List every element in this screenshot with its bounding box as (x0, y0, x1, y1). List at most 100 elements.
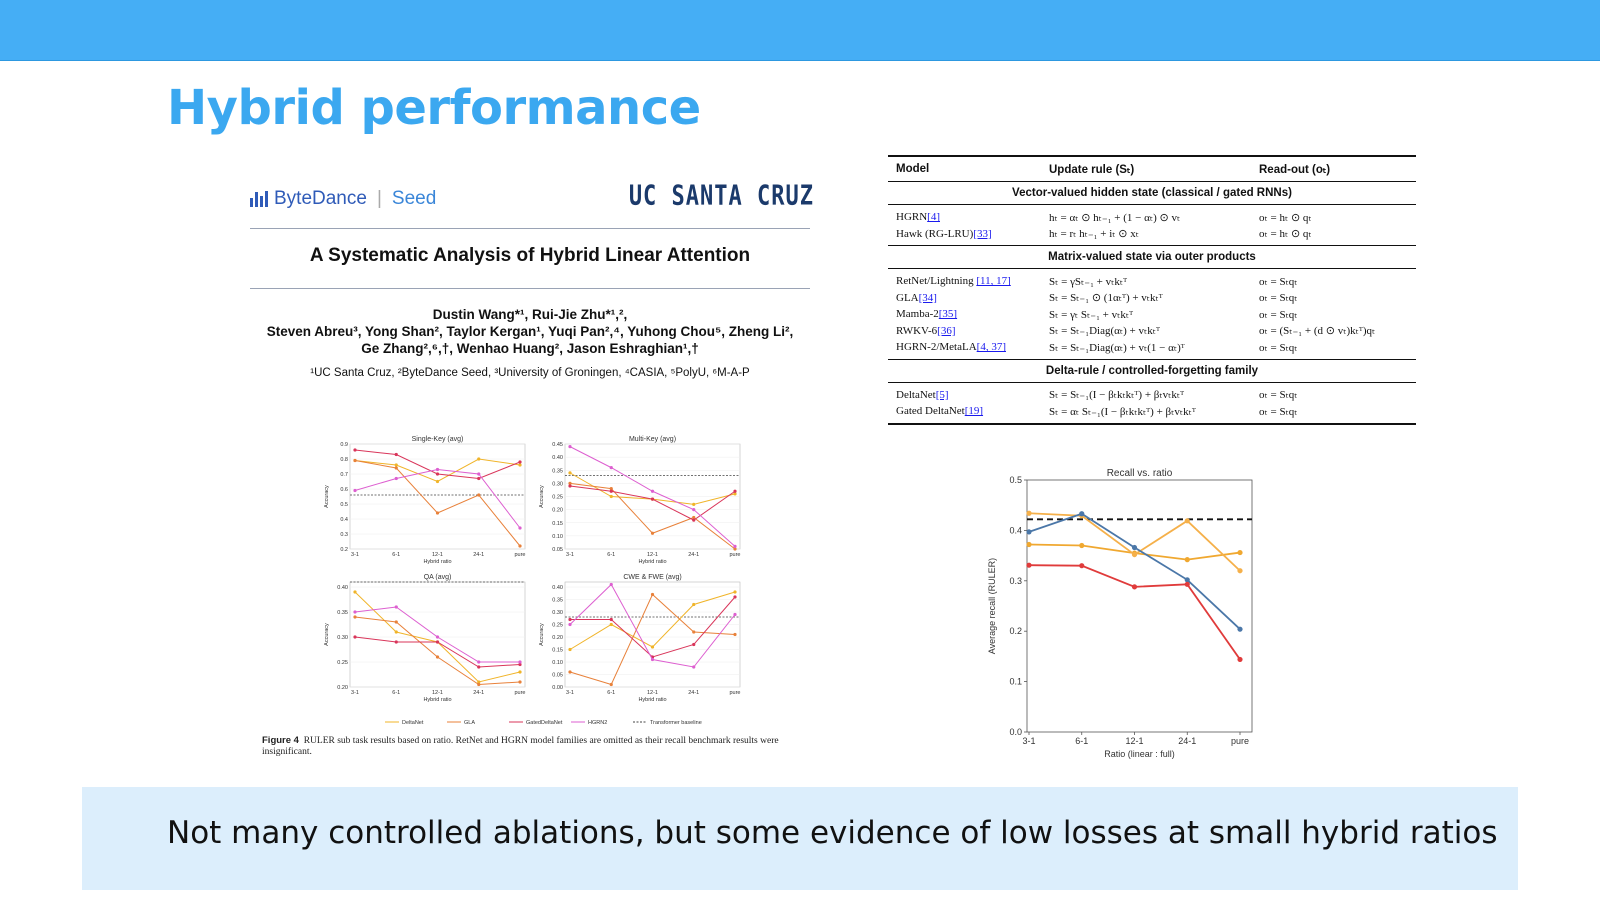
data-point (1026, 562, 1032, 568)
model-name: Mamba-2 (896, 308, 939, 321)
caption-text: RULER sub task results based on ratio. R… (262, 736, 779, 757)
data-point (1026, 510, 1032, 516)
data-point (568, 445, 572, 449)
data-point (692, 518, 696, 522)
data-point (609, 622, 613, 627)
y-tick-label: 0.30 (552, 481, 563, 487)
data-point (477, 682, 481, 687)
citation-link[interactable]: [19] (964, 405, 984, 418)
data-point (733, 544, 737, 548)
data-point (568, 471, 572, 475)
data-point (394, 463, 398, 467)
data-point (518, 526, 522, 530)
paper-title: A Systematic Analysis of Hybrid Linear A… (309, 245, 751, 266)
x-axis-label: Ratio (linear : full) (1104, 749, 1175, 759)
data-point (435, 479, 440, 484)
data-point (1131, 584, 1138, 590)
x-tick-label: 24-1 (473, 690, 484, 696)
data-point (1237, 568, 1243, 574)
x-tick-label: 24-1 (1178, 736, 1196, 746)
citation-link[interactable]: [36] (937, 324, 956, 337)
citation-link[interactable]: [34] (918, 291, 937, 304)
y-tick-label: 0.30 (552, 610, 563, 616)
data-point (650, 657, 655, 662)
data-point (1131, 544, 1138, 551)
y-tick-label: 0.3 (340, 532, 348, 538)
data-point (609, 582, 613, 587)
table-header: Model Update rule (Sₜ) Read-out (oₜ) (888, 155, 1416, 182)
y-tick-label: 0.10 (552, 660, 563, 666)
subplot: Single-Key (avg) 0.9 0.8 0.7 0.6 0.5 0.4 0.3 0.2… (324, 436, 526, 565)
paper-authors: Dustin Wang*¹, Rui-Jie Zhu*¹,², Steven A… (250, 306, 810, 357)
y-tick-label: 0.10 (552, 534, 563, 540)
x-tick-label: pure (514, 690, 525, 696)
data-point (733, 489, 737, 493)
subplot-frame (349, 443, 526, 550)
y-tick-label: 0.45 (552, 442, 563, 448)
update-rule: Sₜ = Sₜ₋₁(I − βₜkₜkₜᵀ) + βₜvₜkₜᵀ (1049, 389, 1185, 402)
table-row: Gated DeltaNet[19] Sₜ = αₜ Sₜ₋₁(I − βₜkₜk… (888, 403, 1416, 420)
data-point (692, 508, 696, 512)
x-tick-label: 12-1 (647, 690, 658, 696)
data-point (435, 635, 440, 639)
data-point (435, 472, 440, 476)
figure-caption: Figure 4 RULER sub task results based on… (262, 735, 822, 758)
data-point (477, 476, 481, 481)
data-point (733, 492, 737, 496)
y-tick-label: 0.35 (337, 610, 348, 616)
subplot: QA (avg) 0.40 0.35 0.30 0.25 0.203-1 6-1 12-1 24… (324, 574, 526, 703)
x-tick-label: 12-1 (432, 552, 443, 558)
data-point (568, 622, 572, 627)
figure-4-subplots: Single-Key (avg) 0.9 0.8 0.7 0.6 0.5 0.4 0.3 0.2… (324, 436, 741, 726)
citation-link[interactable]: [4, 37] (976, 341, 1006, 354)
subplot-frame (349, 581, 526, 688)
paper-affiliations: ¹UC Santa Cruz, ²ByteDance Seed, ³Univer… (310, 367, 750, 379)
y-tick-label: 0.4 (340, 517, 348, 523)
data-point (650, 489, 655, 493)
x-tick-label: 6-1 (607, 552, 615, 558)
paper-excerpt: ByteDance | Seed UC SANTA CRUZ A Systema… (250, 170, 820, 780)
y-tick-label: 0.05 (552, 547, 563, 553)
plot-frame (1026, 479, 1253, 733)
data-point (435, 655, 440, 659)
data-point (1184, 557, 1190, 563)
x-tick-label: 3-1 (351, 552, 359, 558)
data-point (1184, 581, 1190, 587)
data-point (609, 466, 613, 470)
readout-rule: oₜ = hₜ ⊙ qₜ (1259, 228, 1312, 241)
data-point (435, 640, 440, 644)
x-tick-label: 3-1 (351, 690, 359, 696)
readout-rule: oₜ = hₜ ⊙ qₜ (1259, 211, 1312, 224)
citation-link[interactable]: [11, 17] (976, 275, 1011, 288)
recall-vs-ratio-chart: Recall vs. ratio 0.0 0.1 0.2 0.3 0.4 0.5 3-1 6-1… (987, 468, 1253, 759)
readout-rule: oₜ = Sₜqₜ (1259, 341, 1298, 354)
x-tick-label: 3-1 (1022, 736, 1035, 746)
citation-link[interactable]: [5] (935, 388, 949, 401)
data-point (609, 682, 613, 687)
citation-link[interactable]: [4] (927, 211, 940, 224)
model-name: HGRN-2/MetaLA (896, 341, 977, 354)
data-point (477, 680, 481, 684)
x-tick-label: 6-1 (392, 552, 400, 558)
data-point (733, 547, 737, 551)
y-tick-label: 0.5 (340, 502, 348, 508)
y-axis-label: Accuracy (539, 623, 545, 646)
data-point (518, 660, 522, 664)
y-tick-label: 0.15 (552, 648, 563, 654)
data-point (1184, 577, 1190, 583)
data-point (518, 670, 522, 674)
data-point (692, 502, 696, 506)
y-tick-label: 0.25 (552, 495, 563, 501)
update-rule: Sₜ = γₜ Sₜ₋₁ + vₜkₜᵀ (1049, 308, 1134, 321)
model-name: Hawk (RG-LRU) (896, 227, 974, 240)
subplot: CWE & FWE (avg) 0.40 0.35 0.30 0.25 0.20 0.15 0… (539, 574, 741, 703)
y-axis-label: Accuracy (324, 485, 330, 508)
citation-link[interactable]: [35] (938, 308, 958, 321)
section-title: Vector-valued hidden state (classical / … (888, 182, 1416, 205)
y-axis-label: Average recall (RULER) (987, 558, 997, 654)
citation-link[interactable]: [33] (973, 227, 992, 240)
data-point (1184, 518, 1190, 524)
data-point (477, 457, 481, 461)
update-rule: Sₜ = Sₜ₋₁ ⊙ (1αₜᵀ) + vₜkₜᵀ (1049, 292, 1163, 305)
authors-line-2: Steven Abreu³, Yong Shan², Taylor Kergan… (266, 324, 794, 339)
